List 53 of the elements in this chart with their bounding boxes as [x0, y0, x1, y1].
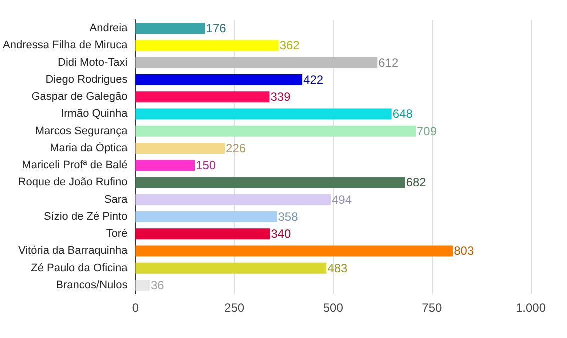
- data-label: 803: [454, 244, 474, 258]
- bar: [136, 194, 331, 206]
- data-label: 362: [280, 38, 300, 53]
- y-tick-label: Brancos/Nulos: [56, 279, 128, 292]
- x-tick-label: 1.000: [516, 301, 546, 315]
- data-label: 340: [271, 227, 292, 242]
- bar: [136, 126, 416, 137]
- y-tick-label: Mariceli Profª de Balé: [22, 160, 128, 172]
- bar: [136, 228, 270, 240]
- data-label: 709: [416, 124, 438, 138]
- y-tick-label: Sízio de Zé Pinto: [44, 210, 128, 223]
- x-tick-label: 0: [132, 301, 140, 315]
- bar: [136, 40, 279, 52]
- data-label: 494: [332, 192, 352, 207]
- x-tick-label: 250: [224, 301, 245, 315]
- y-tick-label: Irmão Quinha: [61, 108, 129, 120]
- data-label: 150: [196, 158, 216, 173]
- y-tick-label: Zé Paulo da Oficina: [31, 262, 129, 274]
- data-label: 339: [270, 90, 292, 104]
- bar: [136, 262, 327, 274]
- y-tick-label: Toré: [106, 228, 128, 240]
- bar: [136, 160, 196, 172]
- y-tick-label: Vitória da Barraquinha: [18, 245, 129, 258]
- data-label: 176: [206, 22, 227, 36]
- bar: [136, 177, 406, 188]
- y-tick-label: Andressa Filha de Miruca: [2, 40, 129, 52]
- y-tick-label: Sara: [104, 194, 129, 206]
- x-tick-label: 750: [422, 301, 443, 315]
- y-tick-label: Maria da Óptica: [50, 141, 129, 154]
- y-tick-label: Roque de João Rufino: [18, 176, 128, 189]
- bar: [136, 92, 270, 103]
- bar: [136, 108, 392, 120]
- data-label: 648: [392, 107, 414, 122]
- bar: [136, 57, 378, 68]
- bar: [136, 280, 150, 291]
- data-label: 682: [406, 176, 427, 190]
- bar: [136, 142, 226, 154]
- data-label: 483: [328, 261, 348, 276]
- bar: [136, 211, 278, 222]
- y-tick-label: Didi Moto-Taxi: [58, 56, 128, 69]
- y-tick-label: Gaspar de Galegão: [32, 91, 128, 104]
- data-label: 358: [278, 210, 299, 224]
- x-tick-label: 500: [323, 301, 344, 315]
- y-tick-label: Andreia: [90, 22, 129, 35]
- y-tick-label: Diego Rodrigues: [46, 74, 128, 86]
- bar: [136, 246, 454, 257]
- y-tick-label: Marcos Segurança: [35, 125, 129, 138]
- data-label: 36: [150, 278, 165, 292]
- data-label: 226: [226, 141, 246, 156]
- bar: [136, 74, 303, 86]
- bar: [136, 23, 206, 34]
- data-label: 612: [378, 56, 399, 70]
- data-label: 422: [304, 72, 324, 87]
